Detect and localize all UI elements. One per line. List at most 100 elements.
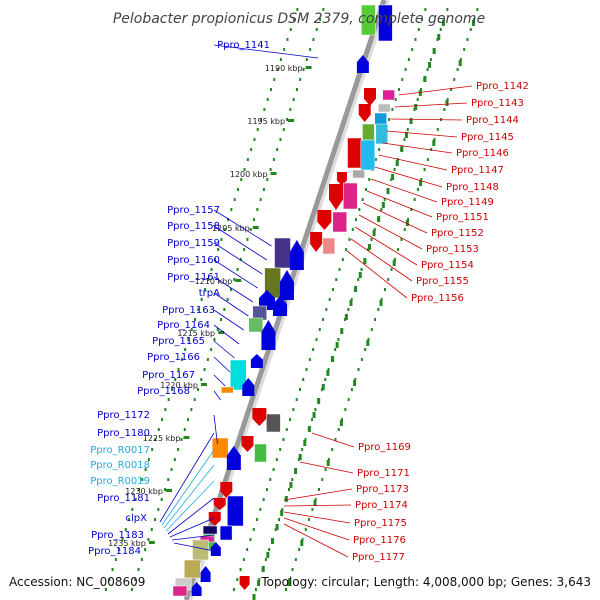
ring-dash — [414, 104, 418, 110]
ring-dot — [269, 478, 272, 481]
ring-dot — [258, 578, 261, 581]
ring-dot — [150, 528, 153, 531]
ring-dot — [203, 368, 206, 371]
ring-dot — [264, 558, 267, 561]
ring-dot — [252, 528, 255, 531]
ring-dot — [154, 438, 157, 441]
ring-dot — [273, 78, 276, 81]
gene-arrow-forward — [226, 446, 241, 470]
ring-dot — [301, 448, 304, 451]
ring-dot — [243, 248, 246, 251]
ring-dot — [298, 388, 301, 391]
ring-dot — [164, 408, 167, 411]
ring-dot — [259, 198, 262, 201]
ring-dot — [357, 278, 360, 281]
ring-dot — [361, 198, 364, 201]
gene-label-left: Ppro_1158 — [167, 221, 220, 232]
ring-dash — [312, 412, 316, 418]
ring-dot — [344, 408, 347, 411]
ring-dot — [328, 298, 331, 301]
gene-label-right: Ppro_1169 — [358, 442, 411, 453]
gene-arrow-reverse — [336, 172, 347, 186]
ring-dot — [357, 368, 360, 371]
gene-label-right: Ppro_1174 — [355, 500, 408, 511]
ring-dot — [170, 468, 173, 471]
ring-dot — [334, 348, 337, 351]
ring-dot — [289, 108, 292, 111]
ring-dot — [304, 528, 307, 531]
gene-label-left: Ppro_R0017 — [90, 445, 150, 456]
gene-label-right: Ppro_1152 — [431, 228, 484, 239]
ring-dot — [337, 338, 340, 341]
gene-label-left: Ppro_1180 — [97, 428, 150, 439]
ring-dot — [456, 68, 459, 71]
gene-label-left: Ppro_1181 — [97, 493, 150, 504]
ring-dot — [476, 8, 479, 11]
ring-dot — [269, 168, 272, 171]
ring-dot — [423, 168, 426, 171]
leader-line — [213, 309, 244, 331]
ring-dot — [276, 148, 279, 151]
ring-dot — [154, 518, 157, 521]
leader-line — [358, 214, 423, 250]
ring-dot — [200, 298, 203, 301]
ring-dot — [335, 278, 338, 281]
ring-dot — [141, 478, 144, 481]
gene-label-right: Ppro_1155 — [416, 276, 469, 287]
ring-dot — [429, 58, 432, 61]
ring-dot — [347, 398, 350, 401]
ring-dash — [379, 300, 383, 306]
ring-dash — [471, 20, 475, 26]
leader-line — [283, 511, 351, 524]
ring-dot — [403, 138, 406, 141]
ring-dot — [321, 478, 324, 481]
ring-dot — [295, 88, 298, 91]
ring-dot — [177, 368, 180, 371]
gene-box — [374, 112, 387, 126]
ring-dot — [233, 278, 236, 281]
ring-dot — [134, 578, 137, 581]
ring-dot — [407, 218, 410, 221]
ring-dot — [421, 18, 424, 21]
gene-box — [332, 211, 347, 233]
ring-dot — [350, 388, 353, 391]
ring-dot — [282, 128, 285, 131]
scale-tick-mark — [200, 383, 207, 386]
ring-dash — [372, 230, 376, 236]
ring-dot — [227, 218, 230, 221]
ring-dot — [210, 268, 213, 271]
ring-dot — [216, 328, 219, 331]
leader-line — [213, 209, 272, 247]
tick-rings — [104, 8, 479, 600]
ring-dot — [236, 268, 239, 271]
ring-dash — [353, 380, 357, 386]
ring-dot — [254, 588, 257, 591]
ring-dot — [370, 328, 373, 331]
scale-tick-label: 1205 kbp — [212, 224, 250, 233]
gene-arrow-reverse — [208, 512, 221, 526]
ring-dot — [378, 148, 381, 151]
gene-label-right: Ppro_1176 — [353, 535, 406, 546]
ring-dot — [236, 188, 239, 191]
ring-dot — [282, 438, 285, 441]
ring-dot — [453, 78, 456, 81]
ring-dash — [344, 314, 348, 320]
scale-tick-label: 1190 kbp — [265, 64, 303, 73]
ring-dash — [266, 552, 270, 558]
ring-dot — [157, 428, 160, 431]
ring-dot — [439, 28, 442, 31]
ring-dash — [354, 286, 358, 292]
gene-label-left: trpA — [199, 288, 220, 299]
ring-dot — [324, 468, 327, 471]
ring-dash — [381, 202, 385, 208]
ring-dot — [124, 528, 127, 531]
ring-dot — [108, 578, 111, 581]
ring-dot — [296, 8, 299, 11]
gene-label-left: Ppro_R0019 — [90, 476, 150, 487]
ring-dot — [387, 278, 390, 281]
ring-dot — [167, 398, 170, 401]
ring-dash — [275, 524, 279, 530]
scale-tick-mark — [165, 489, 172, 492]
ring-dot — [322, 318, 325, 321]
